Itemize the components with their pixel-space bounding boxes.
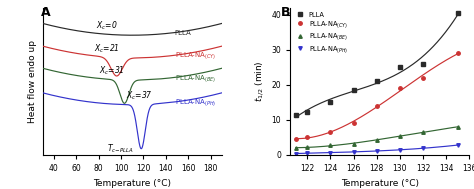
PLLA-NA$_{(PH)}$ bbox=[420, 147, 426, 149]
Text: PLLA-NA$_{(BE)}$: PLLA-NA$_{(BE)}$ bbox=[175, 73, 216, 84]
PLLA bbox=[455, 12, 461, 14]
PLLA-NA$_{(CY)}$ bbox=[328, 131, 333, 133]
Text: A: A bbox=[41, 6, 51, 19]
PLLA bbox=[351, 89, 356, 91]
Line: PLLA: PLLA bbox=[294, 11, 459, 116]
PLLA bbox=[304, 111, 310, 113]
PLLA-NA$_{(CY)}$ bbox=[304, 136, 310, 138]
PLLA-NA$_{(BE)}$ bbox=[351, 143, 356, 145]
PLLA-NA$_{(CY)}$ bbox=[293, 138, 299, 140]
Text: $X_c$=21: $X_c$=21 bbox=[94, 42, 120, 55]
PLLA bbox=[293, 113, 299, 116]
Line: PLLA-NA$_{(BE)}$: PLLA-NA$_{(BE)}$ bbox=[294, 125, 459, 150]
PLLA-NA$_{(BE)}$ bbox=[420, 131, 426, 133]
Text: $X_c$=0: $X_c$=0 bbox=[96, 20, 118, 32]
PLLA-NA$_{(CY)}$ bbox=[351, 122, 356, 125]
Line: PLLA-NA$_{(PH)}$: PLLA-NA$_{(PH)}$ bbox=[294, 143, 459, 155]
Y-axis label: $t_{1/2}$ (min): $t_{1/2}$ (min) bbox=[253, 60, 266, 102]
PLLA-NA$_{(PH)}$ bbox=[293, 153, 299, 155]
PLLA-NA$_{(CY)}$ bbox=[374, 105, 380, 107]
PLLA-NA$_{(CY)}$ bbox=[455, 52, 461, 54]
PLLA-NA$_{(PH)}$ bbox=[455, 144, 461, 146]
PLLA-NA$_{(CY)}$ bbox=[397, 87, 403, 89]
Text: PLLA-NA$_{(CY)}$: PLLA-NA$_{(CY)}$ bbox=[175, 51, 216, 61]
PLLA-NA$_{(BE)}$ bbox=[374, 139, 380, 141]
Text: $X_c$=31: $X_c$=31 bbox=[99, 64, 124, 77]
PLLA-NA$_{(BE)}$ bbox=[293, 147, 299, 149]
PLLA-NA$_{(PH)}$ bbox=[328, 151, 333, 154]
PLLA-NA$_{(PH)}$ bbox=[304, 152, 310, 154]
Legend: PLLA, PLLA-NA$_{(CY)}$, PLLA-NA$_{(BE)}$, PLLA-NA$_{(PH)}$: PLLA, PLLA-NA$_{(CY)}$, PLLA-NA$_{(BE)}$… bbox=[293, 11, 349, 56]
Text: PLLA-NA$_{(PH)}$: PLLA-NA$_{(PH)}$ bbox=[175, 97, 216, 108]
PLLA-NA$_{(BE)}$ bbox=[304, 146, 310, 148]
Text: PLLA: PLLA bbox=[175, 30, 191, 36]
PLLA-NA$_{(BE)}$ bbox=[455, 126, 461, 128]
Text: $X_c$=37: $X_c$=37 bbox=[126, 89, 152, 101]
Text: B: B bbox=[281, 6, 291, 19]
PLLA bbox=[420, 63, 426, 65]
Y-axis label: Heat flow endo up: Heat flow endo up bbox=[28, 40, 37, 123]
PLLA-NA$_{(PH)}$ bbox=[374, 150, 380, 152]
PLLA-NA$_{(PH)}$ bbox=[397, 149, 403, 151]
PLLA bbox=[397, 66, 403, 68]
PLLA bbox=[328, 101, 333, 103]
X-axis label: Temperature (°C): Temperature (°C) bbox=[93, 179, 171, 187]
PLLA bbox=[374, 80, 380, 82]
PLLA-NA$_{(CY)}$ bbox=[420, 77, 426, 79]
Text: $T_{c\mathdefault{-PLLA}}$: $T_{c\mathdefault{-PLLA}}$ bbox=[107, 143, 133, 155]
PLLA-NA$_{(BE)}$ bbox=[397, 135, 403, 137]
X-axis label: Temperature (°C): Temperature (°C) bbox=[341, 179, 419, 187]
Line: PLLA-NA$_{(CY)}$: PLLA-NA$_{(CY)}$ bbox=[294, 51, 459, 141]
PLLA-NA$_{(BE)}$ bbox=[328, 144, 333, 146]
PLLA-NA$_{(PH)}$ bbox=[351, 151, 356, 153]
